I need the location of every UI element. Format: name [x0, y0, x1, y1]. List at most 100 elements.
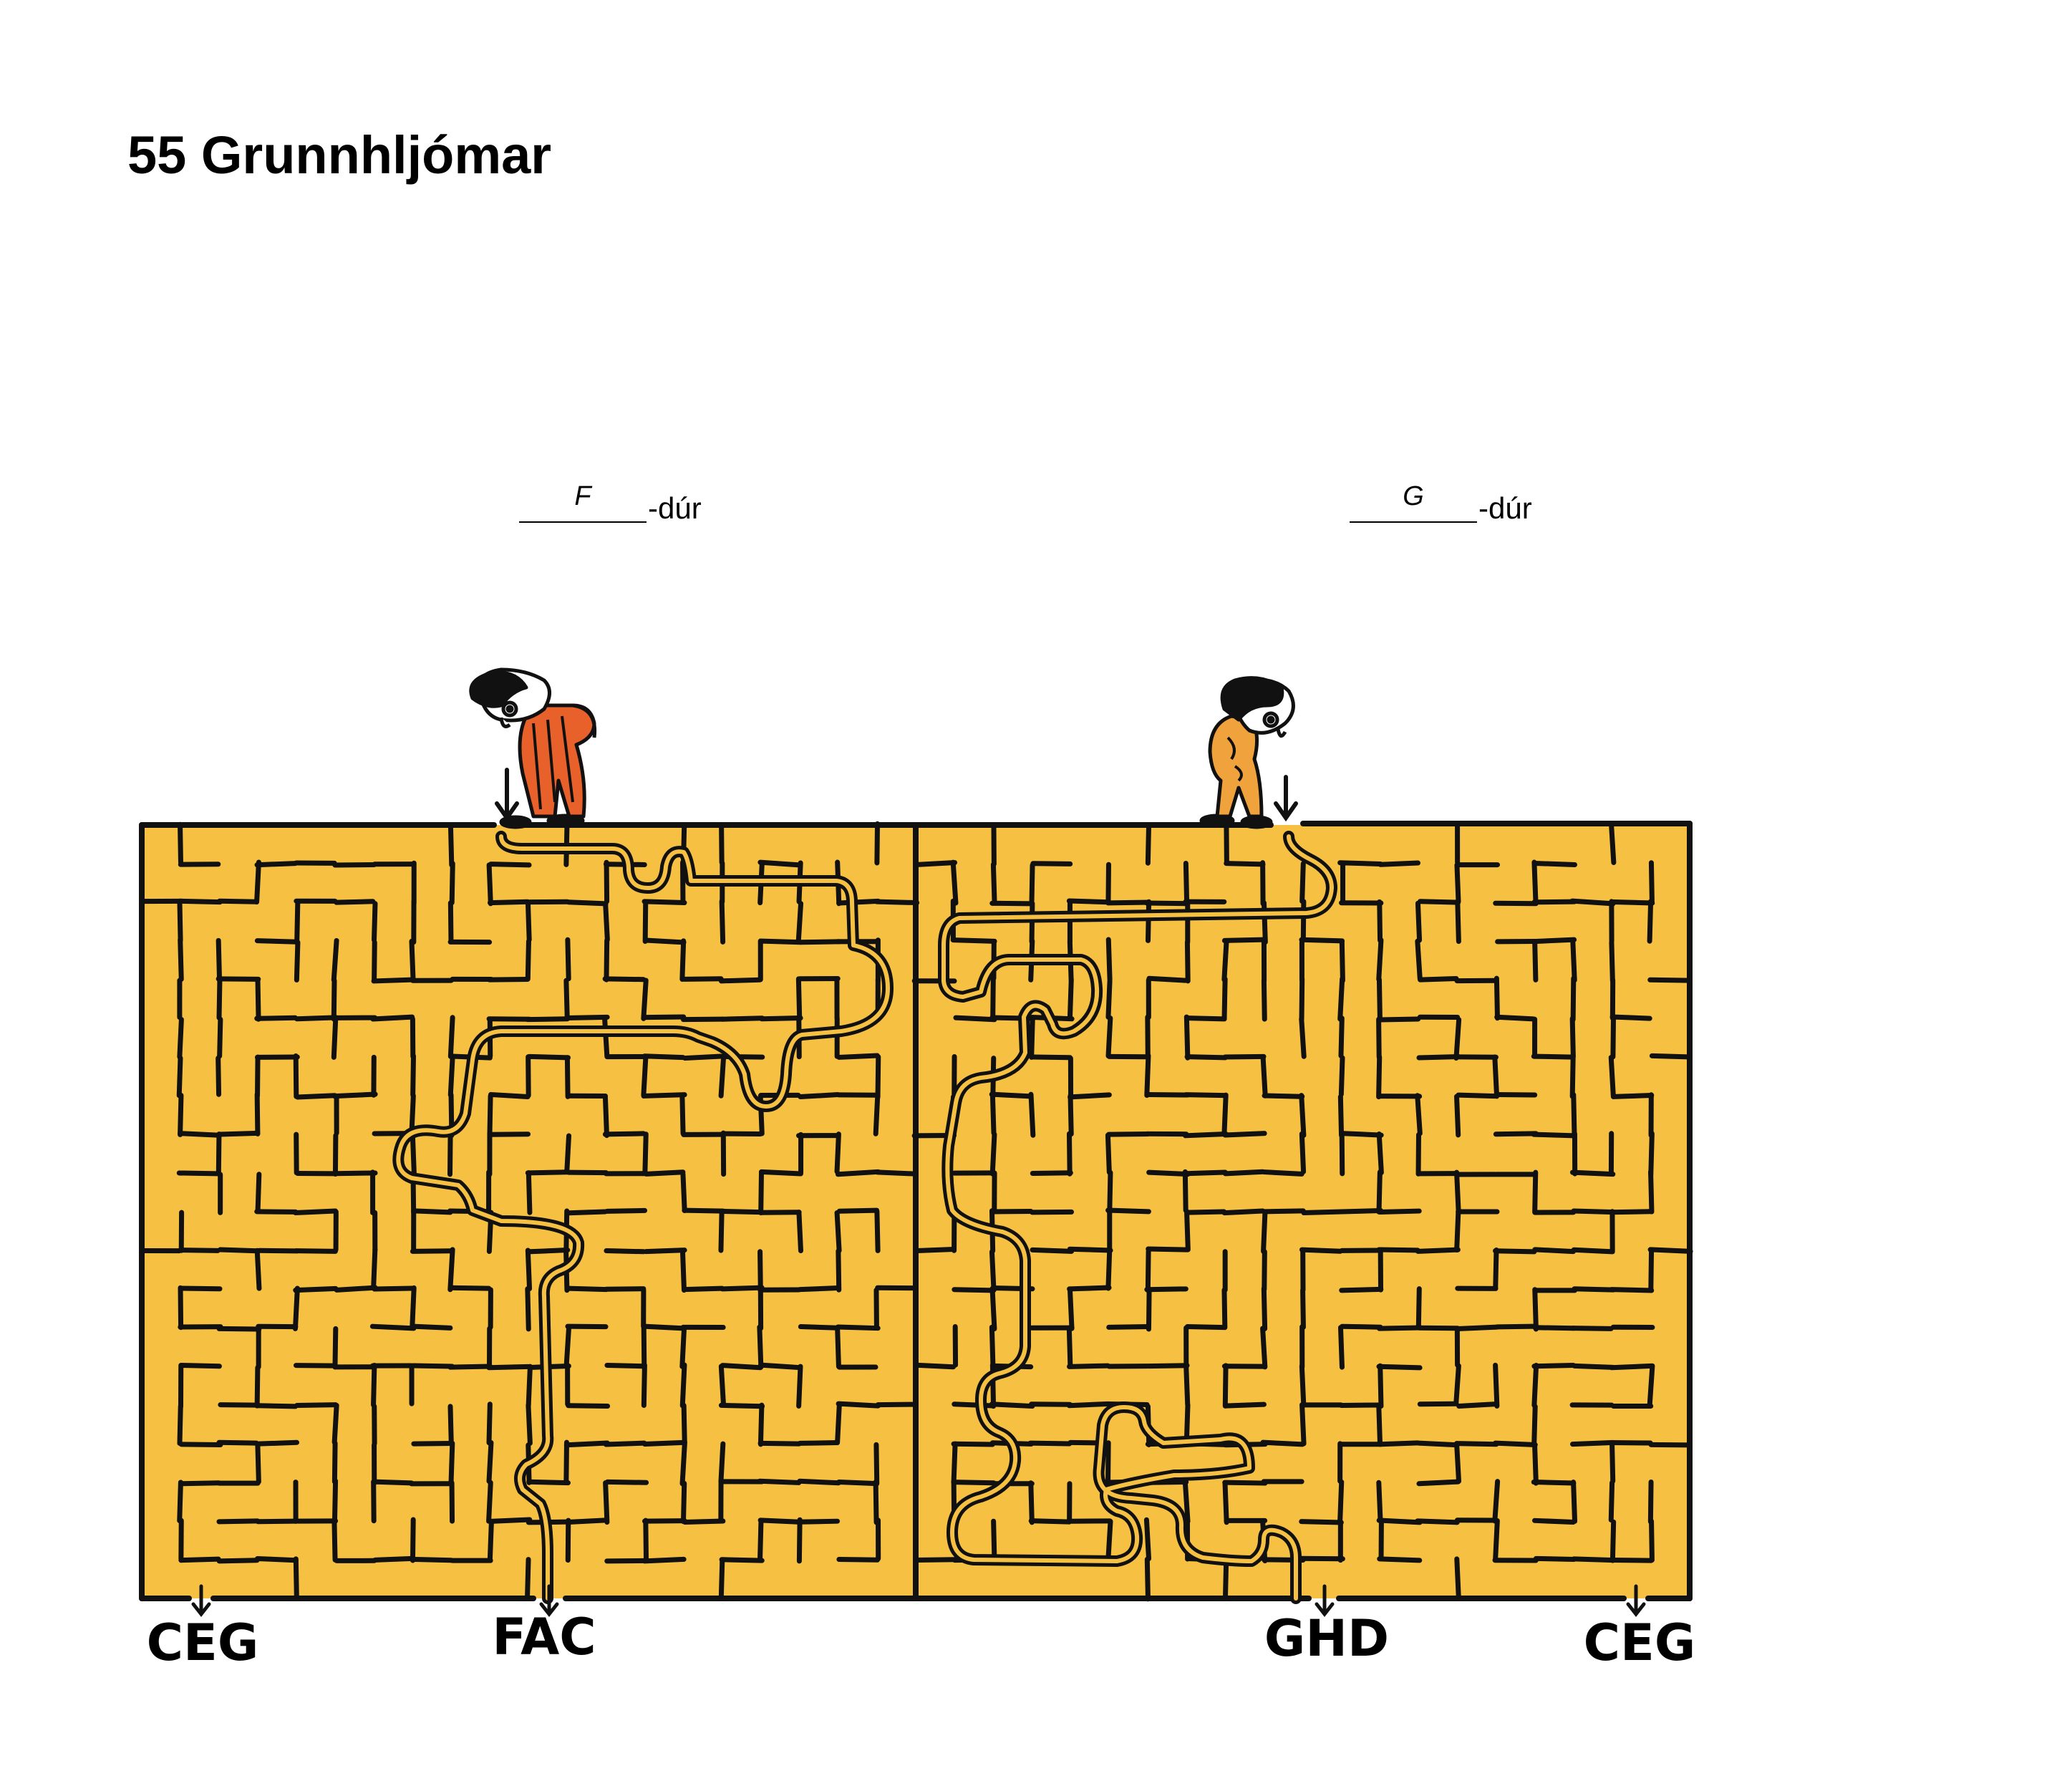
maze-wall — [487, 976, 531, 983]
maze-wall — [216, 976, 261, 982]
maze-wall — [331, 1440, 338, 1485]
maze-wall — [255, 1518, 299, 1525]
maze-wall — [642, 1556, 687, 1564]
maze-wall — [1221, 939, 1229, 983]
maze-wall — [177, 1480, 183, 1524]
maze-wall — [1143, 1517, 1152, 1562]
maze-wall — [1454, 1094, 1461, 1138]
maze-wall — [1454, 862, 1461, 904]
maze-wall — [1492, 1479, 1501, 1524]
maze-wall — [1494, 1091, 1538, 1098]
maze-wall — [953, 1015, 997, 1023]
maze-wall — [565, 1285, 609, 1293]
maze-wall — [603, 1480, 610, 1525]
maze-wall — [564, 1055, 571, 1099]
maze-wall — [718, 1558, 725, 1601]
maze-wall — [293, 1285, 339, 1293]
maze-wall — [1648, 1169, 1655, 1215]
maze-wall — [1299, 1131, 1307, 1174]
maze-wall — [526, 1247, 571, 1255]
maze-wall — [1183, 1364, 1191, 1408]
answer-blank[interactable] — [519, 521, 647, 523]
maze-wall — [1570, 938, 1577, 983]
maze-wall — [604, 859, 610, 904]
maze-wall — [216, 1439, 259, 1446]
maze-wall — [411, 1440, 455, 1447]
maze-wall — [1378, 860, 1420, 867]
maze-wall — [331, 1518, 338, 1563]
maze-wall — [1222, 1131, 1267, 1138]
maze-wall — [1262, 1249, 1267, 1292]
maze-wall — [178, 937, 184, 982]
maze-wall — [1569, 1439, 1616, 1447]
maze-wall — [447, 1131, 453, 1177]
maze-wall — [409, 1556, 454, 1563]
answer-text: G — [1403, 481, 1424, 511]
maze-wall — [410, 1517, 416, 1563]
maze-wall — [1376, 1404, 1383, 1447]
maze-wall — [254, 1091, 261, 1136]
maze-wall — [1028, 1091, 1036, 1138]
maze-wall — [295, 1093, 338, 1100]
maze-wall — [1301, 1209, 1345, 1216]
maze-wall — [1144, 900, 1189, 907]
maze-wall — [1569, 1169, 1616, 1177]
maze-wall — [1415, 1518, 1460, 1525]
maze-wall — [294, 1248, 338, 1254]
maze-wall — [836, 1053, 880, 1060]
maze-wall — [1611, 1093, 1655, 1099]
maze-wall — [1570, 1326, 1614, 1331]
maze-wall — [1456, 1401, 1499, 1409]
maze-wall — [294, 940, 301, 983]
maze-wall — [797, 1285, 841, 1293]
maze-wall — [254, 861, 298, 868]
maze-wall — [757, 1440, 802, 1447]
maze-wall — [952, 1401, 996, 1409]
maze-wall — [254, 859, 261, 905]
maze-wall — [913, 860, 958, 868]
maze-wall — [1105, 1015, 1113, 1058]
maze-wall — [758, 1169, 764, 1216]
maze-wall — [875, 1401, 919, 1408]
maze-wall — [1184, 939, 1191, 984]
maze-wall — [1146, 1286, 1152, 1332]
maze-wall — [757, 1249, 763, 1292]
maze-wall — [1532, 1247, 1576, 1255]
maze-wall — [836, 1401, 881, 1409]
maze-wall — [1030, 1247, 1075, 1254]
maze-wall — [1028, 1480, 1035, 1525]
answer-blank[interactable] — [1350, 521, 1477, 523]
maze-wall — [873, 1092, 881, 1136]
maze-wall — [1648, 1131, 1655, 1177]
maze-wall — [836, 1248, 842, 1293]
maze-wall — [410, 1285, 417, 1330]
maze-wall — [1454, 1324, 1500, 1332]
maze-wall — [1415, 1247, 1461, 1254]
maze-wall — [447, 1053, 455, 1098]
maze-wall — [1146, 1091, 1190, 1098]
maze-wall — [1609, 821, 1617, 865]
maze-wall — [1416, 1479, 1461, 1487]
maze-wall — [1338, 1015, 1345, 1058]
maze-wall — [682, 1207, 726, 1214]
maze-wall — [1531, 859, 1539, 904]
maze-wall — [487, 1519, 494, 1563]
maze-wall — [759, 938, 803, 945]
maze-wall — [718, 1402, 765, 1409]
maze-wall — [1066, 898, 1111, 905]
maze-wall — [1378, 1363, 1384, 1409]
maze-wall — [913, 1362, 957, 1370]
maze-wall — [293, 1208, 339, 1216]
maze-wall — [682, 1518, 726, 1525]
maze-wall — [488, 1517, 533, 1524]
maze-wall — [1067, 1285, 1112, 1292]
maze-wall — [410, 1053, 416, 1098]
maze-wall — [255, 1172, 262, 1213]
maze-wall — [331, 1015, 339, 1060]
maze-wall — [1531, 937, 1577, 945]
maze-wall — [1376, 1054, 1383, 1100]
maze-wall — [525, 899, 532, 942]
maze-wall — [1105, 1248, 1113, 1291]
maze-wall — [563, 1440, 610, 1448]
